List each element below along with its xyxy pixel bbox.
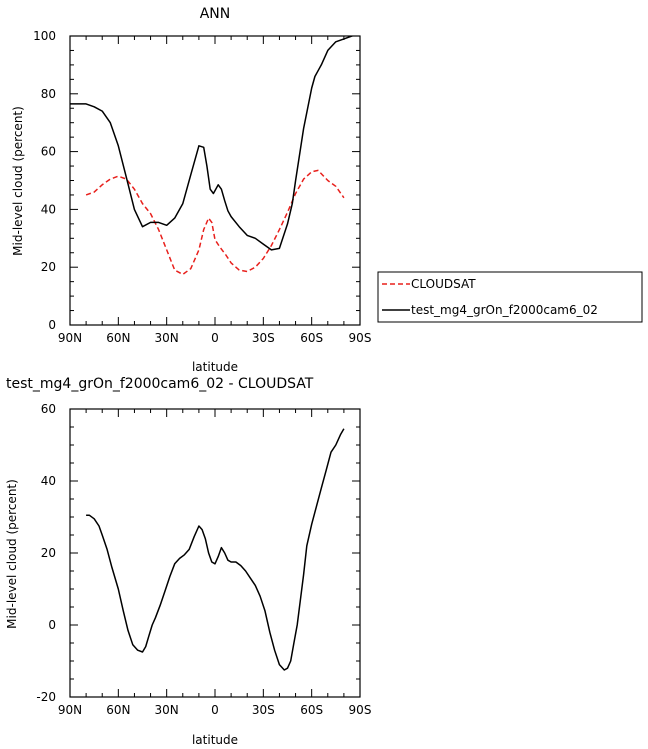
bottom-chart-title: test_mg4_grOn_f2000cam6_02 - CLOUDSAT bbox=[6, 376, 314, 392]
top-y-tick-label: 20 bbox=[41, 260, 56, 274]
top-y-tick-label: 0 bbox=[48, 318, 56, 332]
top-y-tick-label: 60 bbox=[41, 145, 56, 159]
top-x-tick-label: 60S bbox=[300, 331, 323, 345]
difference-series-line bbox=[86, 428, 345, 671]
top-series-lines bbox=[70, 36, 355, 276]
bottom-x-tick-label: 60S bbox=[300, 703, 323, 717]
legend-label-cloudsat: CLOUDSAT bbox=[411, 277, 476, 291]
top-x-tick-label: 60N bbox=[106, 331, 130, 345]
bottom-y-tick-label: 20 bbox=[41, 546, 56, 560]
bottom-x-axis-label: latitude bbox=[192, 733, 238, 747]
bottom-x-tick-label: 90N bbox=[58, 703, 82, 717]
bottom-y-axis-label: Mid-level cloud (percent) bbox=[5, 479, 19, 629]
bottom-y-tick-label: 40 bbox=[41, 474, 56, 488]
top-y-tick-label: 80 bbox=[41, 87, 56, 101]
legend-box bbox=[377, 271, 643, 323]
bottom-y-tick-label: 60 bbox=[41, 402, 56, 416]
bottom-x-tick-label: 30N bbox=[155, 703, 179, 717]
legend-label-test: test_mg4_grOn_f2000cam6_02 bbox=[411, 303, 598, 317]
bottom-x-tick-label: 60N bbox=[106, 703, 130, 717]
top-y-tick-label: 40 bbox=[41, 202, 56, 216]
bottom-x-tick-label: 90S bbox=[349, 703, 372, 717]
top-x-tick-label: 90S bbox=[349, 331, 372, 345]
top-x-tick-label: 0 bbox=[211, 331, 219, 345]
top-y-tick-label: 100 bbox=[33, 29, 56, 43]
bottom-y-tick-label: -20 bbox=[36, 690, 56, 704]
legend: CLOUDSAT test_mg4_grOn_f2000cam6_02 bbox=[377, 271, 643, 323]
cloudsat-series-line bbox=[85, 169, 345, 276]
top-ticks: 0 20 40 60 80 100 90N 60N 30N 0 30S 60S 90S bbox=[33, 29, 371, 345]
bottom-ticks: -20 0 20 40 60 90N 60N 30N 0 30S 60S 90S bbox=[36, 402, 371, 717]
bottom-plot-frame bbox=[69, 408, 361, 698]
bottom-x-tick-label: 0 bbox=[211, 703, 219, 717]
test-model-series-line bbox=[70, 36, 355, 251]
top-x-tick-label: 30N bbox=[155, 331, 179, 345]
bottom-panel: test_mg4_grOn_f2000cam6_02 - CLOUDSAT Mi… bbox=[5, 376, 371, 747]
top-y-axis-label: Mid-level cloud (percent) bbox=[11, 106, 25, 256]
top-x-tick-label: 30S bbox=[252, 331, 275, 345]
top-chart-title: ANN bbox=[200, 6, 231, 22]
top-panel: ANN Mid-level cloud (percent) latitude 0… bbox=[11, 6, 371, 374]
bottom-series-lines bbox=[86, 428, 345, 671]
top-x-tick-label: 90N bbox=[58, 331, 82, 345]
bottom-x-tick-label: 30S bbox=[252, 703, 275, 717]
top-plot-frame bbox=[69, 35, 361, 326]
bottom-y-tick-label: 0 bbox=[48, 618, 56, 632]
top-x-axis-label: latitude bbox=[192, 360, 238, 374]
